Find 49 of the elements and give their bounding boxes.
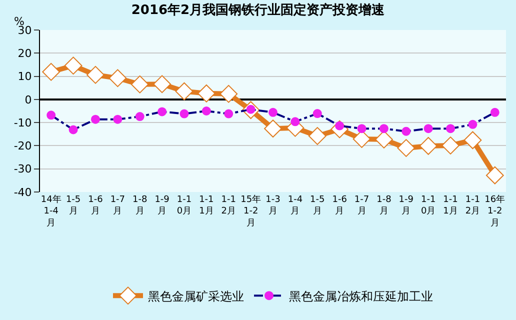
y-tick-label: -30 <box>14 162 32 176</box>
x-tick-label: 15年1-2月 <box>240 194 262 228</box>
point <box>464 131 482 150</box>
x-tick-label: 1-12月 <box>465 195 480 217</box>
x-tick-label: 1-5月 <box>66 195 81 217</box>
x-tick-label: 1-12月 <box>221 195 236 217</box>
point <box>397 139 416 157</box>
legend-label: 黑色金属冶炼和压延加工业 <box>289 289 433 304</box>
point <box>42 62 60 81</box>
point <box>442 136 460 154</box>
x-tick-label: 1-4月 <box>288 195 303 217</box>
x-tick-label: 1-11月 <box>443 195 458 217</box>
point <box>86 66 104 84</box>
x-tick-label: 1-8月 <box>132 195 148 217</box>
point <box>175 82 194 100</box>
point <box>197 84 216 102</box>
legend-label: 黑色金属矿采选业 <box>148 289 244 304</box>
point <box>352 130 371 148</box>
x-tick-label: 1-10月 <box>420 195 436 217</box>
y-tick-label: -10 <box>14 116 32 130</box>
x-tick-label: 1-9月 <box>154 195 170 217</box>
point <box>308 127 326 145</box>
point <box>64 56 82 75</box>
y-tick-label: -20 <box>14 140 32 153</box>
y-tick-label: 20 <box>18 46 32 60</box>
x-tick-label: 1-7月 <box>110 195 126 217</box>
x-tick-label: 1-6月 <box>88 195 104 217</box>
x-tick-label: 1-8月 <box>376 195 392 217</box>
point <box>153 75 171 94</box>
x-tick-label: 1-5月 <box>310 195 325 217</box>
x-tick-label: 1-3月 <box>266 195 280 217</box>
point <box>486 166 504 184</box>
x-tick-label: 1-11月 <box>199 195 214 217</box>
y-tick-label: -40 <box>14 186 32 199</box>
point <box>108 69 127 88</box>
y-tick-label: 10 <box>18 70 32 84</box>
y-tick-label: 0 <box>24 93 32 106</box>
x-tick-label: 1-6月 <box>332 195 348 217</box>
x-tick-label: 1-9月 <box>398 195 414 217</box>
point <box>130 75 149 94</box>
x-tick-label: 16年1-2月 <box>484 194 506 228</box>
chart-title: 2016年2月我国钢铁行业固定资产投资增速 <box>131 2 386 18</box>
point <box>220 84 238 103</box>
x-tick-label: 1-10月 <box>176 195 192 217</box>
x-tick-label: 1-7月 <box>354 195 370 217</box>
point <box>419 137 438 155</box>
point <box>375 130 393 148</box>
point <box>264 120 282 138</box>
x-tick-label: 14年1-4月 <box>40 194 62 228</box>
